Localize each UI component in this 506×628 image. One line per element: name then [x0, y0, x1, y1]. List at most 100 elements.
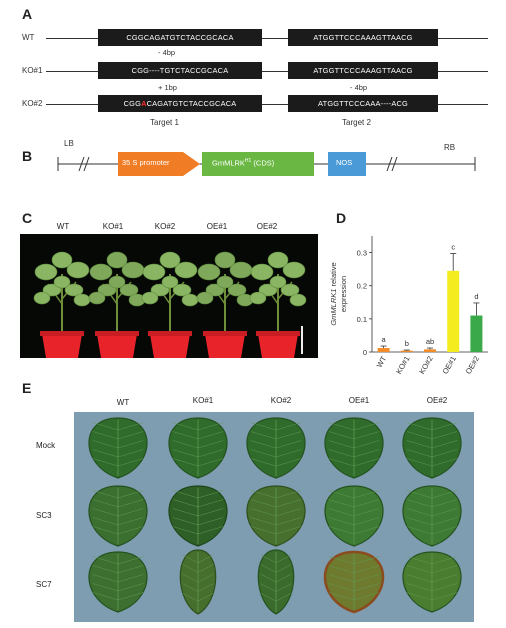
gene-superscript: H1	[244, 158, 252, 164]
panel-d-letter: D	[336, 210, 347, 226]
plant-leaf	[64, 283, 84, 297]
plant-leaf	[142, 263, 166, 281]
row-label-ko1: KO#1	[22, 66, 43, 75]
red-pot	[42, 334, 82, 358]
plant-leaf	[106, 251, 128, 269]
gene-tail: (CDS)	[251, 158, 275, 168]
leaf-photo	[74, 412, 474, 622]
plant-leaf	[197, 263, 221, 281]
red-pot	[258, 334, 298, 358]
plant-leaf	[161, 275, 179, 289]
x-tick-label: OE#2	[464, 355, 481, 376]
leaf-sample	[402, 485, 462, 547]
plant-leaf	[205, 283, 225, 297]
lb-label: LB	[64, 139, 74, 148]
plant-leaf	[172, 283, 192, 297]
target2-seq-wt: ATGGTTCCCAAAGTTAACG	[288, 29, 438, 46]
row-label-sc3: SC3	[36, 511, 52, 520]
bar	[470, 315, 483, 352]
dna-line	[46, 71, 488, 72]
leaf-sample	[179, 549, 217, 615]
col-label-wt: WT	[116, 398, 130, 407]
bar	[400, 350, 413, 352]
significance-letter: c	[451, 243, 455, 252]
x-tick-label: WT	[375, 354, 389, 369]
plant-leaf	[267, 251, 289, 269]
leaf-sample	[324, 485, 384, 547]
target1-seq-wt: CGGCAGATGTCTACCGCACA	[98, 29, 262, 46]
plant-leaf	[108, 275, 126, 289]
seq-pre: CGG	[123, 99, 142, 108]
significance-letter: d	[474, 292, 478, 301]
plant-leaf	[227, 283, 247, 297]
plant-leaf	[150, 283, 170, 297]
deletion-note-target2: - 4bp	[350, 83, 368, 92]
significance-letter: b	[405, 339, 409, 348]
leaf-sample	[246, 485, 306, 547]
target2-seq-ko1: ATGGTTCCCAAAGTTAACG	[288, 62, 438, 79]
potted-plant	[249, 251, 307, 358]
insertion-note-target1: + 1bp	[158, 83, 177, 92]
break-mark-left	[78, 156, 90, 172]
plant-leaf	[280, 283, 300, 297]
bar	[377, 348, 390, 352]
dna-line	[46, 104, 488, 105]
potted-plant	[141, 251, 199, 358]
potted-plant	[196, 251, 254, 358]
plant-leaf	[51, 251, 73, 269]
leaf-sample	[324, 417, 384, 479]
col-label-oe1: OE#1	[348, 396, 370, 405]
leaf-sample	[88, 551, 148, 613]
row-label-ko2: KO#2	[22, 99, 43, 108]
plant-leaf	[174, 261, 198, 279]
plant-photo	[20, 234, 318, 358]
dna-line	[46, 38, 488, 39]
red-pot	[150, 334, 190, 358]
y-axis-label: GmMLRK1 relative	[329, 262, 338, 325]
col-label-ko1: KO#1	[192, 396, 214, 405]
plant-leaf	[119, 283, 139, 297]
leaf-sample	[88, 485, 148, 547]
y-tick-label: 0.1	[357, 315, 367, 324]
potted-plant	[88, 251, 146, 358]
leaf-sample	[246, 417, 306, 479]
plant-leaf	[282, 261, 306, 279]
y-tick-label: 0	[363, 348, 367, 357]
plant-leaf	[66, 261, 90, 279]
nos-label: NOS	[336, 158, 353, 167]
leaf-sample	[323, 550, 385, 614]
panel-a-letter: A	[22, 6, 33, 22]
leaf-sample	[168, 485, 228, 547]
plant-leaf	[88, 291, 106, 305]
plant-label-wt: WT	[56, 222, 70, 231]
plant-label-oe2: OE#2	[256, 222, 278, 231]
leaf-sample	[257, 549, 295, 615]
significance-letter: a	[382, 335, 387, 344]
panel-c-letter: C	[22, 210, 33, 226]
plant-leaf	[73, 293, 91, 307]
promoter-label: 35 S promoter	[122, 158, 170, 167]
plant-leaf	[249, 291, 267, 305]
plant-leaf	[34, 263, 58, 281]
y-axis-label-line2: expression	[339, 276, 348, 312]
target2-seq-ko2: ATGGTTCCCAAA----ACG	[288, 95, 438, 112]
plant-leaf	[97, 283, 117, 297]
inserted-base: A	[141, 99, 147, 108]
potted-plant	[33, 251, 91, 358]
plant-leaf	[141, 291, 159, 305]
row-label-wt: WT	[22, 33, 35, 42]
plant-label-ko1: KO#1	[102, 222, 124, 231]
plant-leaf	[159, 251, 181, 269]
plant-leaf	[216, 275, 234, 289]
red-pot	[205, 334, 245, 358]
vector-map	[57, 152, 476, 176]
target1-seq-ko2: CGGACAGATGTCTACCGCACA	[98, 95, 262, 112]
x-tick-label: OE#1	[441, 355, 458, 376]
target1-seq-ko1: CGG----TGTCTACCGCACA	[98, 62, 262, 79]
x-tick-label: KO#2	[417, 355, 434, 376]
plant-leaf	[250, 263, 274, 281]
plant-leaf	[89, 263, 113, 281]
promoter-arrow	[118, 152, 200, 176]
bar	[447, 270, 460, 352]
